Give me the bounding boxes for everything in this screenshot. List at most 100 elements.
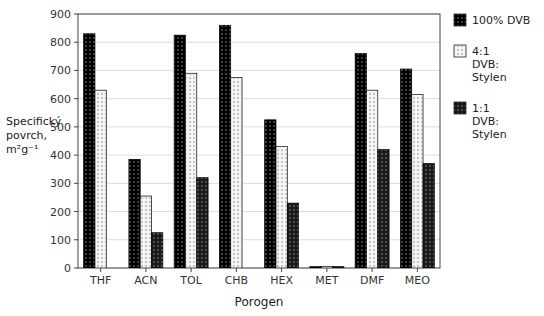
bar	[366, 90, 377, 268]
y-tick-label: 600	[50, 93, 71, 106]
x-tick	[191, 268, 192, 272]
y-tick-label: 0	[64, 262, 71, 275]
y-tick	[74, 126, 78, 127]
y-tick	[74, 239, 78, 240]
x-tick-label: DMF	[360, 274, 384, 287]
y-tick-label: 800	[50, 36, 71, 49]
bar	[152, 233, 163, 268]
legend-label: 1:1DVB:Stylen	[472, 102, 507, 141]
bar-hatch	[174, 35, 185, 268]
bar	[129, 159, 140, 268]
bar-hatch	[129, 159, 140, 268]
bar	[310, 267, 321, 268]
grid-line	[78, 70, 440, 71]
bar-hatch	[140, 196, 151, 268]
y-tick-label: 100	[50, 234, 71, 247]
bars	[84, 25, 435, 268]
x-tick	[100, 268, 101, 272]
x-tick	[417, 268, 418, 272]
x-tick-label: MET	[315, 274, 338, 287]
legend-label: 4:1DVB:Stylen	[472, 45, 507, 84]
x-tick	[145, 268, 146, 272]
bar-hatch	[276, 147, 287, 268]
y-tick-label: 700	[50, 64, 71, 77]
bar-hatch	[95, 90, 106, 268]
legend-swatch	[454, 45, 466, 57]
bar	[174, 35, 185, 268]
bar	[185, 73, 196, 268]
bar	[106, 268, 117, 269]
y-tick	[74, 183, 78, 184]
grid-line	[78, 126, 440, 127]
bar-hatch	[333, 267, 344, 268]
bar	[95, 90, 106, 268]
bar-hatch	[265, 120, 276, 268]
bar	[219, 25, 230, 268]
bar	[276, 147, 287, 268]
y-tick	[74, 268, 78, 269]
bar-hatch	[423, 164, 434, 268]
legend-swatch-hatch	[454, 14, 466, 26]
y-tick	[74, 211, 78, 212]
x-axis-label: Porogen	[235, 295, 284, 309]
bar-hatch	[287, 203, 298, 268]
bar	[197, 178, 208, 268]
legend-swatch	[454, 102, 466, 114]
plot-frame	[78, 14, 440, 268]
x-tick-label: HEX	[270, 274, 293, 287]
bar	[140, 196, 151, 268]
chart-container: 0100200300400500600700800900THFACNTOLCHB…	[0, 0, 544, 316]
y-tick	[74, 42, 78, 43]
x-tick-label: TOL	[179, 274, 202, 287]
legend-swatch	[454, 14, 466, 26]
bar	[355, 54, 366, 268]
bar-hatch	[242, 268, 253, 269]
x-tick	[326, 268, 327, 272]
x-tick-label: CHB	[225, 274, 249, 287]
x-tick	[372, 268, 373, 272]
y-axis-label: Specifickýpovrch,m²g⁻¹	[6, 115, 62, 156]
x-tick	[236, 268, 237, 272]
x-tick	[281, 268, 282, 272]
grid	[78, 14, 440, 268]
y-tick	[74, 155, 78, 156]
grid-line	[78, 42, 440, 43]
bar	[400, 69, 411, 268]
y-tick	[74, 98, 78, 99]
chart: 0100200300400500600700800900THFACNTOLCHB…	[0, 0, 544, 316]
bar-hatch	[197, 178, 208, 268]
bar-hatch	[378, 149, 389, 268]
grid-line	[78, 98, 440, 99]
bar	[333, 267, 344, 268]
y-tick-label: 200	[50, 206, 71, 219]
bar	[84, 34, 95, 268]
x-tick-label: MEO	[405, 274, 430, 287]
bar-hatch	[106, 268, 117, 269]
bar-hatch	[412, 94, 423, 268]
bar-hatch	[231, 78, 242, 269]
axes: 0100200300400500600700800900THFACNTOLCHB…	[50, 8, 440, 287]
bar-hatch	[185, 73, 196, 268]
bar	[412, 94, 423, 268]
bar	[265, 120, 276, 268]
legend-swatch-hatch	[454, 45, 466, 57]
bar-hatch	[152, 233, 163, 268]
legend: 100% DVB4:1DVB:Stylen1:1DVB:Stylen	[454, 14, 530, 141]
bar-hatch	[400, 69, 411, 268]
bar	[231, 78, 242, 269]
y-tick-label: 400	[50, 149, 71, 162]
bar-hatch	[219, 25, 230, 268]
bar-hatch	[366, 90, 377, 268]
bar-hatch	[355, 54, 366, 268]
x-tick-label: THF	[89, 274, 111, 287]
bar	[378, 149, 389, 268]
bar	[423, 164, 434, 268]
y-tick-label: 900	[50, 8, 71, 21]
bar	[287, 203, 298, 268]
bar	[242, 268, 253, 269]
y-tick	[74, 70, 78, 71]
y-tick-label: 300	[50, 177, 71, 190]
bar-hatch	[321, 267, 332, 268]
bar-hatch	[84, 34, 95, 268]
bar-hatch	[310, 267, 321, 268]
